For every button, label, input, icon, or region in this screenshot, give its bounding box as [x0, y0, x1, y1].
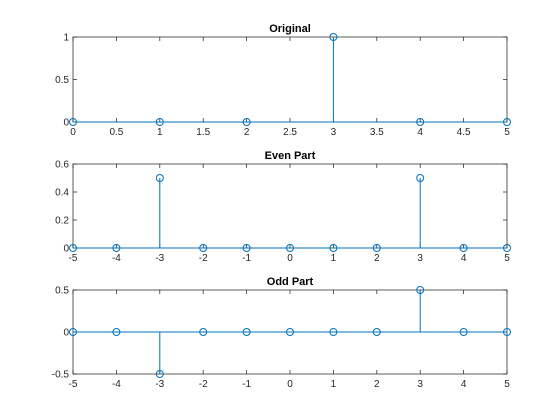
x-tick-label: -4 [112, 379, 121, 390]
y-tick-label: 0.2 [55, 216, 69, 227]
y-tick-label: 1 [63, 33, 69, 44]
y-tick-label: 0.6 [55, 160, 69, 171]
stem-marker [372, 244, 381, 252]
y-tick-label: -0.5 [52, 370, 70, 381]
stem-marker [69, 244, 77, 252]
x-tick-label: 1 [157, 127, 163, 138]
stem-marker [242, 118, 251, 126]
x-tick-label: 4 [461, 253, 467, 264]
stem-marker [155, 370, 164, 378]
x-tick-label: -1 [242, 253, 251, 264]
stem-marker [199, 244, 208, 252]
stem-marker [69, 328, 77, 336]
x-tick-label: -1 [242, 379, 251, 390]
y-tick-label: 0.4 [55, 188, 69, 199]
subplot-original: Original 0 0.5 1 1.5 2 2.5 3 3.5 4 4.5 5 0 0.5 1 [55, 23, 511, 138]
x-tick-label: 2 [374, 379, 380, 390]
stem-marker [459, 328, 468, 336]
x-tick-label: 0 [70, 127, 76, 138]
x-tick-label: 4 [461, 379, 467, 390]
x-tick-label: 3 [417, 379, 423, 390]
subplot-even-part: Even Part -5 -4 -3 -2 -1 0 1 2 3 4 5 0 0.2 0.4 0.6 [55, 150, 511, 264]
y-tick-label: 0 [63, 118, 69, 129]
stem-marker [503, 328, 511, 336]
stem-marker [69, 118, 77, 126]
stem-marker [503, 244, 511, 252]
stem-marker [416, 174, 425, 182]
stem-marker [329, 244, 338, 252]
stem-marker [242, 244, 251, 252]
x-tick-label: -2 [199, 379, 208, 390]
y-tick-label: 0.5 [55, 286, 69, 297]
x-tick-label: -2 [199, 253, 208, 264]
chart-title: Odd Part [267, 276, 314, 288]
stem-marker [329, 33, 338, 41]
stem-marker [155, 118, 164, 126]
x-tick-label: 1 [331, 379, 337, 390]
x-tick-label: 1.5 [196, 127, 210, 138]
axes-box [72, 163, 508, 249]
x-tick-label: 3.5 [370, 127, 384, 138]
stem-marker [199, 328, 208, 336]
x-tick-label: -3 [155, 253, 164, 264]
x-tick-label: -5 [69, 379, 78, 390]
x-tick-label: 5 [504, 253, 510, 264]
y-tick-label: 0 [63, 328, 69, 339]
x-tick-label: 0.5 [109, 127, 123, 138]
stem-marker [416, 118, 425, 126]
x-tick-label: 5 [504, 127, 510, 138]
x-tick-label: 2 [244, 127, 250, 138]
chart-title: Even Part [265, 150, 316, 162]
x-tick-label: 5 [504, 379, 510, 390]
stem-marker [329, 328, 338, 336]
x-tick-label: -5 [69, 253, 78, 264]
x-tick-label: 3 [331, 127, 337, 138]
y-tick-label: 0.5 [55, 75, 69, 86]
x-tick-label: 4.5 [457, 127, 471, 138]
stem-marker [286, 328, 294, 336]
y-tick-label: 0 [63, 244, 69, 255]
x-tick-label: 0 [287, 379, 293, 390]
x-tick-label: 2 [374, 253, 380, 264]
x-tick-label: -4 [112, 253, 121, 264]
stem-marker [242, 328, 251, 336]
chart-title: Original [269, 23, 311, 35]
x-tick-label: 3 [417, 253, 423, 264]
stem-marker [112, 244, 121, 252]
stem-marker [416, 286, 425, 294]
subplot-odd-part: Odd Part -5 -4 -3 -2 -1 0 1 2 3 4 5 -0.5 0 0.5 [52, 276, 511, 390]
axes-box [72, 36, 508, 123]
x-tick-label: 0 [287, 253, 293, 264]
stem-marker [372, 328, 381, 336]
stem-marker [155, 174, 164, 182]
x-tick-label: 1 [331, 253, 337, 264]
x-tick-label: 2.5 [283, 127, 297, 138]
stem-marker [112, 328, 121, 336]
x-tick-label: -3 [155, 379, 164, 390]
stem-marker [503, 118, 511, 126]
x-tick-label: 4 [417, 127, 423, 138]
stem-marker [286, 244, 294, 252]
stem-marker [459, 244, 468, 252]
